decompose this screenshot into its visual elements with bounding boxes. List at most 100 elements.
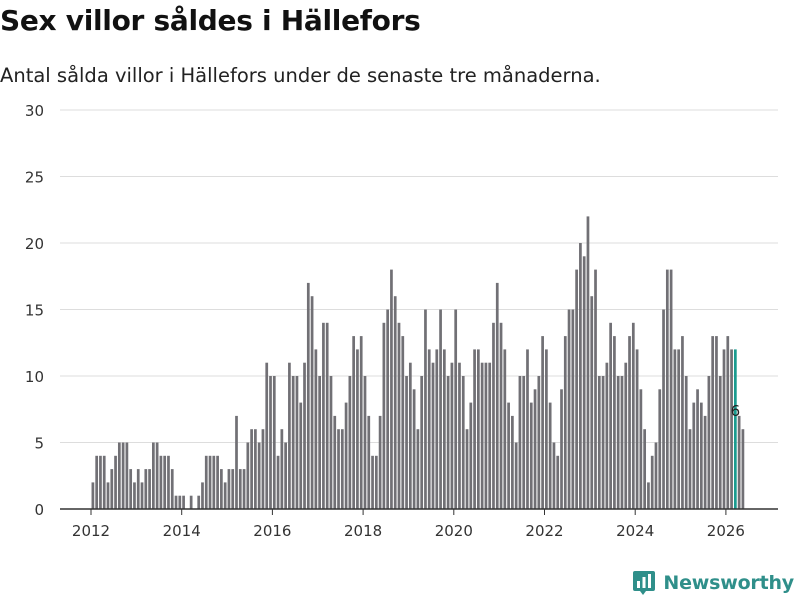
bar xyxy=(359,336,363,509)
bar xyxy=(726,336,730,509)
bar xyxy=(291,376,295,509)
bar xyxy=(582,256,586,509)
bar xyxy=(167,455,170,509)
bar xyxy=(333,415,337,509)
bar xyxy=(140,482,144,509)
bar xyxy=(189,495,193,509)
bar xyxy=(416,429,420,509)
bar xyxy=(718,376,722,509)
bar xyxy=(223,482,227,509)
bar xyxy=(201,482,204,509)
bar xyxy=(288,362,291,509)
bar xyxy=(371,455,374,509)
y-tick-label: 10 xyxy=(25,368,44,386)
y-tick-label: 5 xyxy=(34,435,44,453)
bar xyxy=(628,336,631,509)
bar xyxy=(669,269,673,509)
bar xyxy=(299,402,303,509)
bar xyxy=(477,349,480,509)
bar xyxy=(499,322,503,509)
bar xyxy=(121,442,125,509)
bar xyxy=(344,402,348,509)
bar xyxy=(658,389,662,509)
bar xyxy=(650,455,654,509)
data-label-latest: 6 xyxy=(731,402,741,420)
bar xyxy=(620,376,624,509)
bar xyxy=(450,362,454,509)
bar xyxy=(454,309,458,509)
bar xyxy=(635,349,639,509)
bar xyxy=(473,349,476,509)
bar xyxy=(231,469,235,509)
bar xyxy=(590,296,594,509)
bar xyxy=(356,349,359,509)
bar xyxy=(458,362,461,509)
bar xyxy=(95,455,99,509)
bar xyxy=(295,376,299,509)
chart-title: Sex villor såldes i Hällefors xyxy=(0,4,421,37)
bar xyxy=(374,455,378,509)
bar xyxy=(390,269,393,509)
bar xyxy=(507,402,510,509)
bar xyxy=(688,429,692,509)
bar xyxy=(197,495,201,509)
bar xyxy=(662,309,665,509)
bar xyxy=(125,442,129,509)
bar xyxy=(431,362,435,509)
bar xyxy=(643,429,647,509)
bar xyxy=(325,322,329,509)
x-tick-label: 2024 xyxy=(616,522,654,540)
y-tick-label: 25 xyxy=(25,169,44,187)
bar xyxy=(284,442,287,509)
bar xyxy=(737,415,741,509)
bar xyxy=(522,376,526,509)
bar xyxy=(647,482,650,509)
chart-subtitle: Antal sålda villor i Hällefors under de … xyxy=(0,64,601,87)
bar xyxy=(382,322,386,509)
bar xyxy=(579,243,582,509)
bar xyxy=(133,482,136,509)
bar xyxy=(707,376,711,509)
brand-logo[interactable]: Newsworthy xyxy=(632,568,794,598)
bar xyxy=(605,362,609,509)
bar xyxy=(254,429,257,509)
bar xyxy=(541,336,544,509)
bar xyxy=(386,309,390,509)
bar xyxy=(469,402,473,509)
bar xyxy=(378,415,382,509)
bar xyxy=(465,429,469,509)
bar-highlighted xyxy=(733,349,737,509)
bar xyxy=(560,389,563,509)
bar xyxy=(212,455,216,509)
bar xyxy=(571,309,575,509)
x-tick-label: 2018 xyxy=(344,522,382,540)
bar xyxy=(684,376,688,509)
bar xyxy=(408,362,412,509)
bar xyxy=(393,296,397,509)
bar xyxy=(265,362,269,509)
bar xyxy=(488,362,492,509)
bar xyxy=(155,442,159,509)
bar xyxy=(182,495,185,509)
bar xyxy=(518,376,522,509)
bar xyxy=(696,389,699,509)
bar xyxy=(529,402,533,509)
bar xyxy=(461,376,465,509)
data-labels: 6 xyxy=(731,402,741,420)
bar xyxy=(246,442,250,509)
bar xyxy=(110,469,114,509)
bar xyxy=(208,455,212,509)
bar xyxy=(329,376,333,509)
bar xyxy=(665,269,669,509)
y-tick-label: 20 xyxy=(25,235,44,253)
bar xyxy=(99,455,102,509)
bar xyxy=(613,336,616,509)
bar xyxy=(503,349,507,509)
bar xyxy=(174,495,178,509)
bar xyxy=(106,482,110,509)
bar xyxy=(681,336,684,509)
bar xyxy=(492,322,495,509)
bar xyxy=(537,376,541,509)
bar xyxy=(722,349,726,509)
bar xyxy=(276,455,280,509)
